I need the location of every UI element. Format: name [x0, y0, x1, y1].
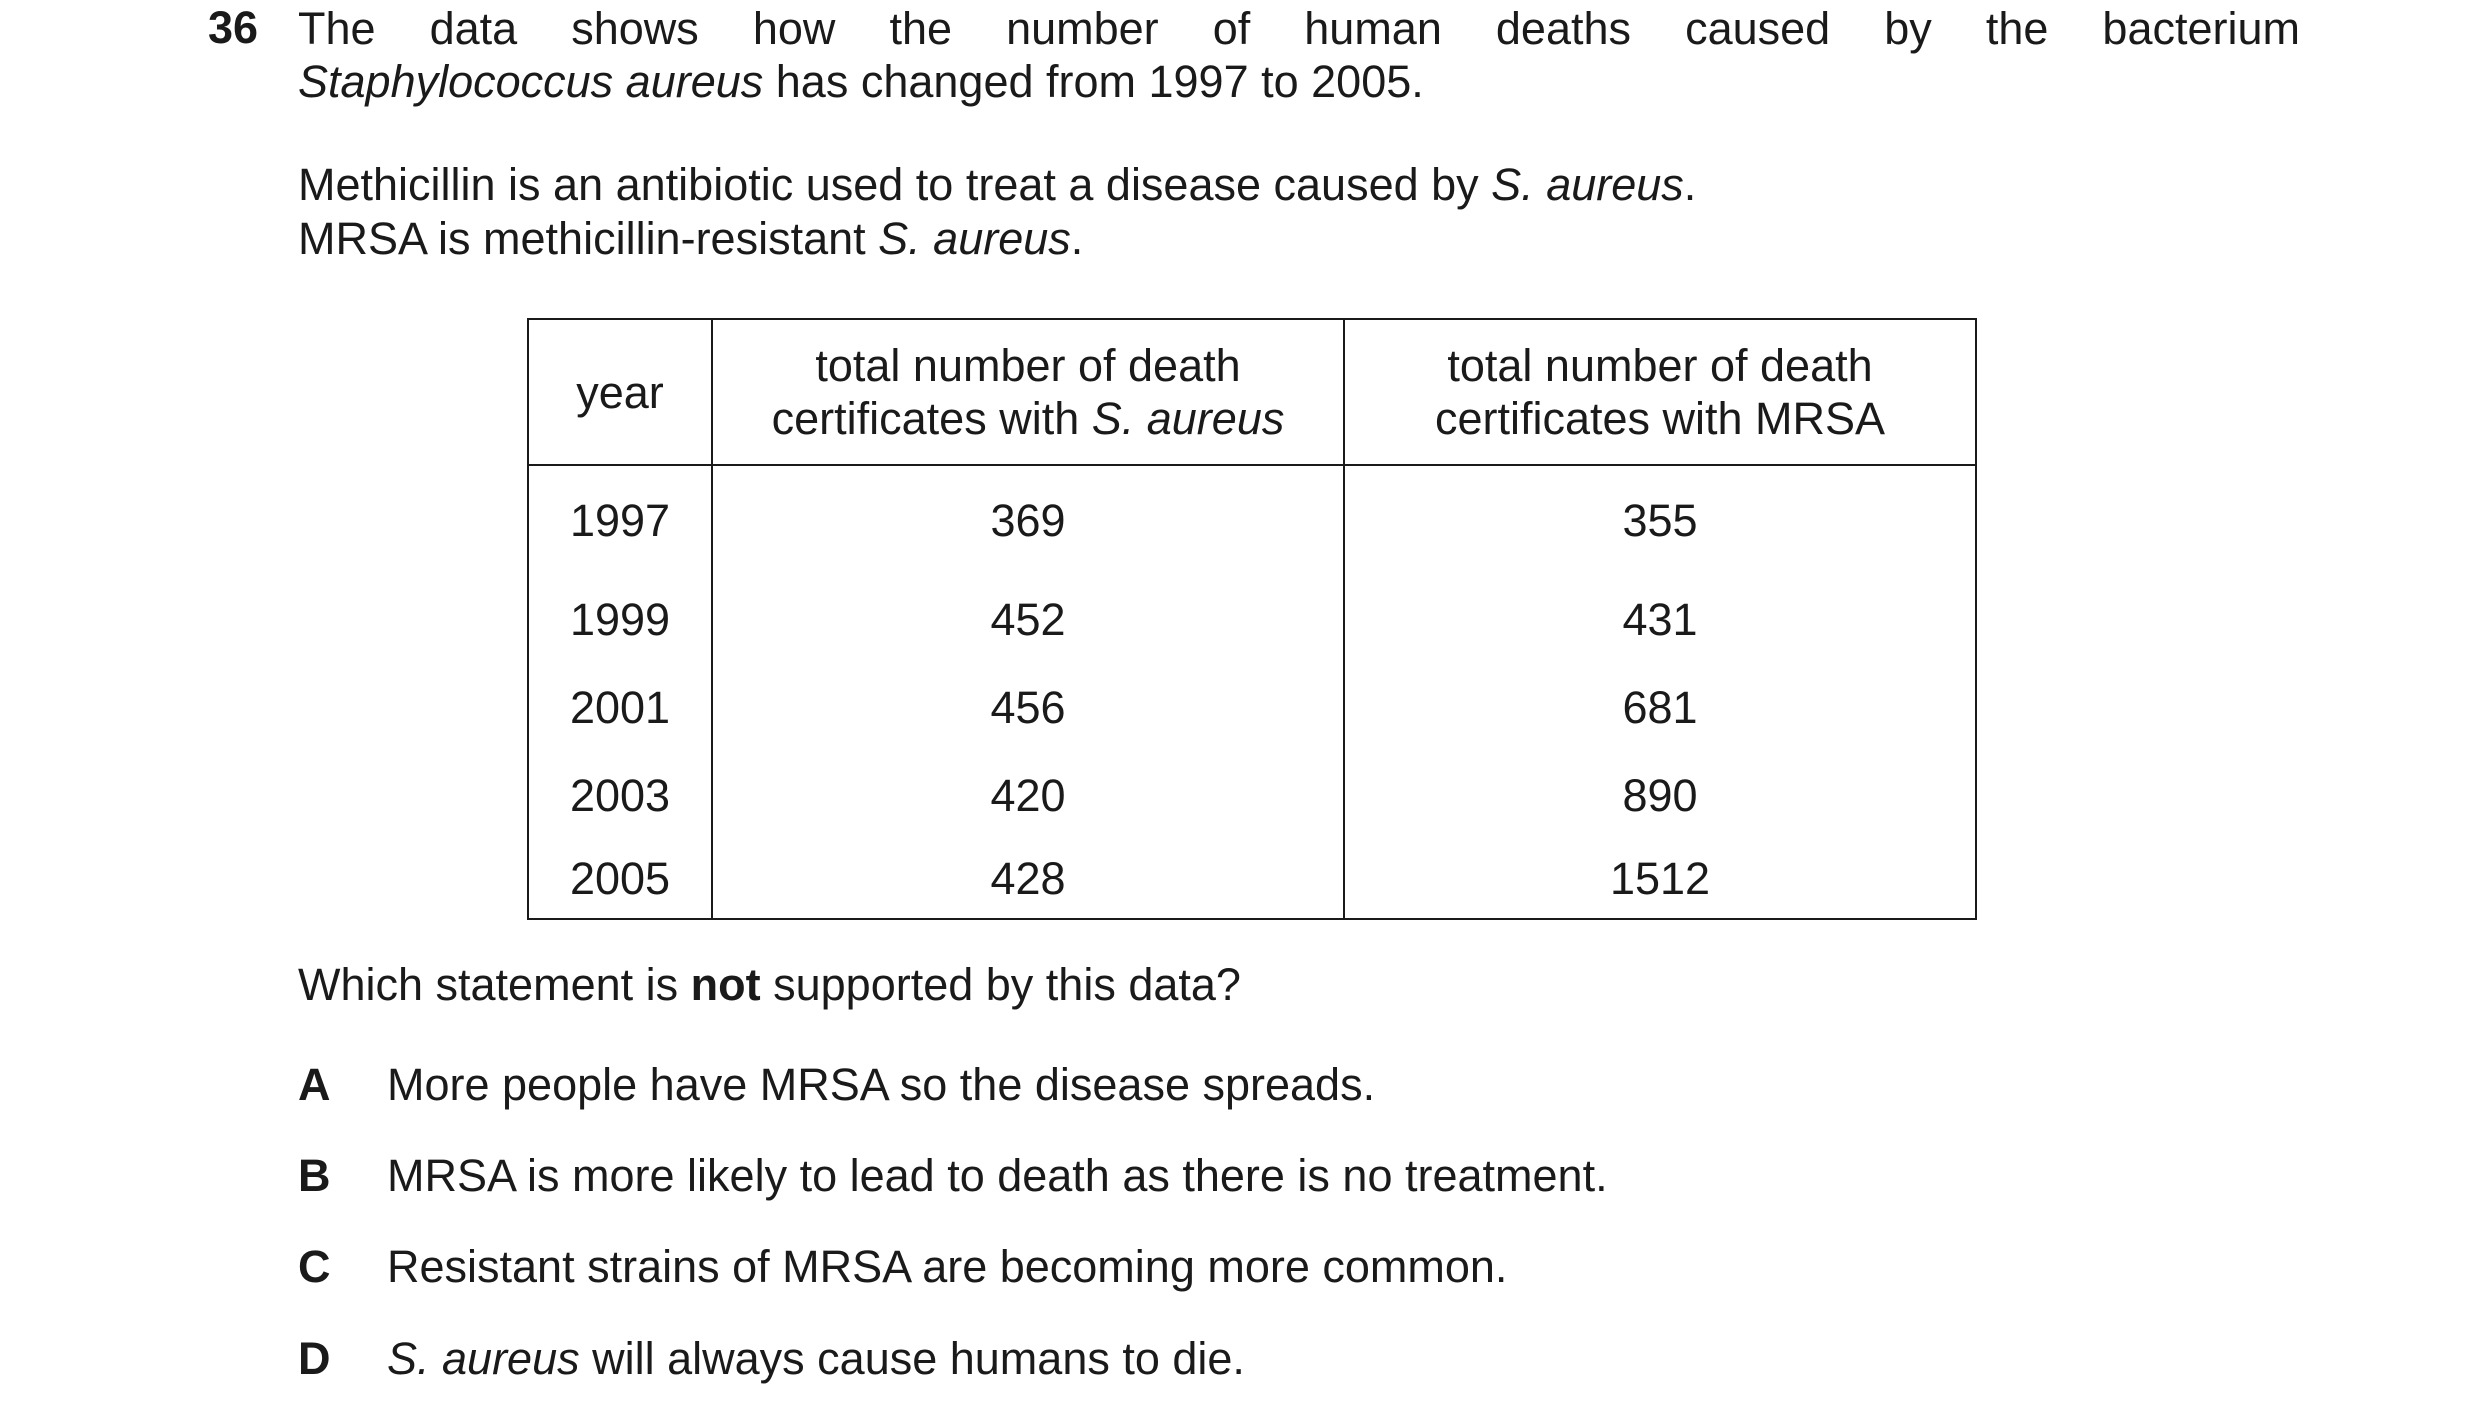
header-mrsa-line2: certificates with MRSA	[1434, 393, 1886, 444]
header-mrsa-line1: total number of death	[1447, 340, 1873, 391]
header-mrsa: total number of death certificates with …	[1343, 318, 1977, 466]
cell-mrsa: 1512	[1343, 840, 1977, 920]
mrsa-paragraph: MRSA is methicillin-resistant S. aureus.	[298, 212, 1083, 265]
species-name: Staphylococcus aureus	[298, 56, 764, 107]
stem-line-1: The data shows how the number of human d…	[298, 2, 2300, 55]
question-number: 36	[208, 2, 259, 53]
cell-s-aureus: 456	[711, 664, 1345, 752]
option-letter: C	[298, 1241, 331, 1292]
table-header-row: year total number of death certificates …	[527, 318, 1977, 466]
header-s-aureus-text: certificates with	[771, 393, 1092, 444]
stem-line-2: Staphylococcus aureus has changed from 1…	[298, 55, 2300, 108]
header-s-aureus: total number of death certificates with …	[711, 318, 1345, 466]
header-year: year	[527, 318, 713, 466]
cell-s-aureus: 369	[711, 465, 1345, 576]
table-row: 1997 369 355	[527, 465, 1977, 576]
table-row: 2005 428 1512	[527, 840, 1977, 920]
stem-word: shows	[571, 3, 699, 54]
stem-word: by	[1884, 3, 1932, 54]
prompt-after: supported by this data?	[760, 959, 1241, 1010]
stem-word: bacterium	[2102, 3, 2300, 54]
option-text: will always cause humans to die.	[579, 1333, 1245, 1384]
stem-word: number	[1006, 3, 1159, 54]
option-italic: S. aureus	[387, 1333, 580, 1384]
prompt-bold: not	[690, 959, 761, 1010]
option-letter: D	[298, 1333, 331, 1384]
mrsa-text: MRSA is methicillin-resistant	[298, 213, 879, 264]
table-row: 1999 452 431	[527, 576, 1977, 664]
question-stem: The data shows how the number of human d…	[298, 2, 2300, 108]
cell-mrsa: 355	[1343, 465, 1977, 576]
option-text: More people have MRSA so the disease spr…	[387, 1059, 1376, 1110]
methicillin-paragraph: Methicillin is an antibiotic used to tre…	[298, 158, 1696, 211]
cell-mrsa: 681	[1343, 664, 1977, 752]
option-a[interactable]: A More people have MRSA so the disease sp…	[298, 1058, 1375, 1111]
death-certificates-table: year total number of death certificates …	[527, 318, 1977, 920]
header-s-aureus-italic: S. aureus	[1091, 393, 1285, 444]
stem-word: human	[1304, 3, 1442, 54]
stem-word: caused	[1685, 3, 1831, 54]
stem-word: deaths	[1495, 3, 1632, 54]
option-b[interactable]: B MRSA is more likely to lead to death as…	[298, 1149, 1608, 1202]
option-letter: B	[298, 1150, 331, 1201]
header-s-aureus-line2: certificates with S. aureus	[713, 392, 1343, 445]
stem-word: the	[889, 3, 953, 54]
option-c[interactable]: C Resistant strains of MRSA are becoming …	[298, 1240, 1507, 1293]
cell-mrsa: 890	[1343, 752, 1977, 840]
cell-s-aureus: 452	[711, 576, 1345, 664]
stem-line-2-text: has changed from 1997 to 2005.	[763, 56, 1424, 107]
methicillin-text: Methicillin is an antibiotic used to tre…	[298, 159, 1492, 210]
stem-word: how	[752, 3, 836, 54]
cell-mrsa: 431	[1343, 576, 1977, 664]
stem-word: the	[1985, 3, 2049, 54]
cell-year: 1999	[527, 576, 713, 664]
species-abbrev: S. aureus	[878, 213, 1071, 264]
cell-year: 1997	[527, 465, 713, 576]
cell-year: 2005	[527, 840, 713, 920]
header-s-aureus-line1: total number of death	[815, 340, 1241, 391]
period: .	[1683, 159, 1697, 210]
species-abbrev: S. aureus	[1491, 159, 1684, 210]
table-row: 2001 456 681	[527, 664, 1977, 752]
stem-word: of	[1212, 3, 1251, 54]
cell-year: 2003	[527, 752, 713, 840]
period: .	[1070, 213, 1084, 264]
option-text: MRSA is more likely to lead to death as …	[387, 1150, 1608, 1201]
cell-year: 2001	[527, 664, 713, 752]
stem-word: The	[298, 3, 376, 54]
option-text: Resistant strains of MRSA are becoming m…	[387, 1241, 1508, 1292]
option-d[interactable]: D S. aureus will always cause humans to d…	[298, 1332, 1245, 1385]
cell-s-aureus: 420	[711, 752, 1345, 840]
question-prompt: Which statement is not supported by this…	[298, 958, 1241, 1011]
option-letter: A	[298, 1059, 331, 1110]
stem-word: data	[429, 3, 518, 54]
cell-s-aureus: 428	[711, 840, 1345, 920]
prompt-before: Which statement is	[298, 959, 691, 1010]
table-row: 2003 420 890	[527, 752, 1977, 840]
